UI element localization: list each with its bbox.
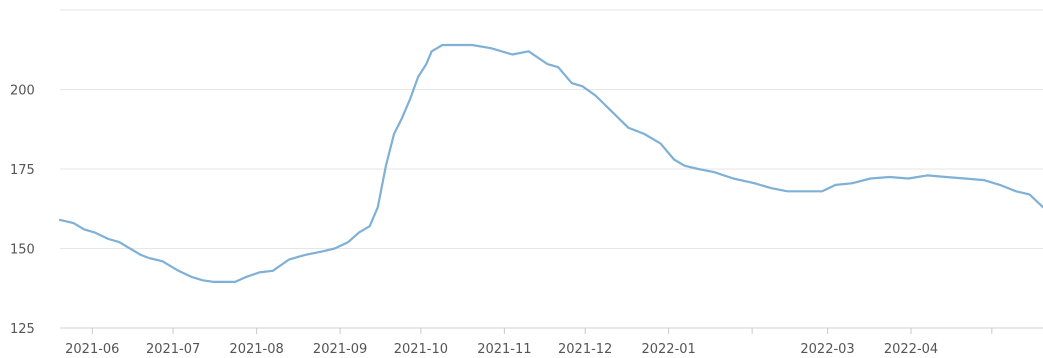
x-tick-label: 2022-01	[641, 342, 695, 357]
x-tick-label: 2022-03	[800, 342, 854, 357]
x-axis-tick-labels: 2021-06 2021-07 2021-08 2021-09 2021-10 2021-…	[65, 342, 938, 357]
gridlines	[60, 9, 1043, 249]
y-tick-label: 175	[10, 163, 35, 178]
x-tick-label: 2021-09	[313, 342, 367, 357]
x-tick-label: 2021-08	[229, 342, 283, 357]
x-tick-label: 2021-10	[394, 342, 448, 357]
x-tick-label: 2021-11	[477, 342, 531, 357]
y-tick-label: 125	[10, 322, 35, 337]
x-axis	[60, 327, 1043, 334]
series-line	[58, 43, 1043, 283]
series-layer	[58, 43, 1043, 283]
y-tick-label: 200	[10, 84, 35, 99]
x-tick-label: 2021-07	[146, 342, 200, 357]
y-tick-label: 150	[10, 243, 35, 258]
x-tick-label: 2022-04	[884, 342, 938, 357]
x-tick-label: 2021-12	[558, 342, 612, 357]
y-axis-tick-labels: 125 150 175 200	[10, 84, 35, 338]
x-tick-label: 2021-06	[65, 342, 119, 357]
